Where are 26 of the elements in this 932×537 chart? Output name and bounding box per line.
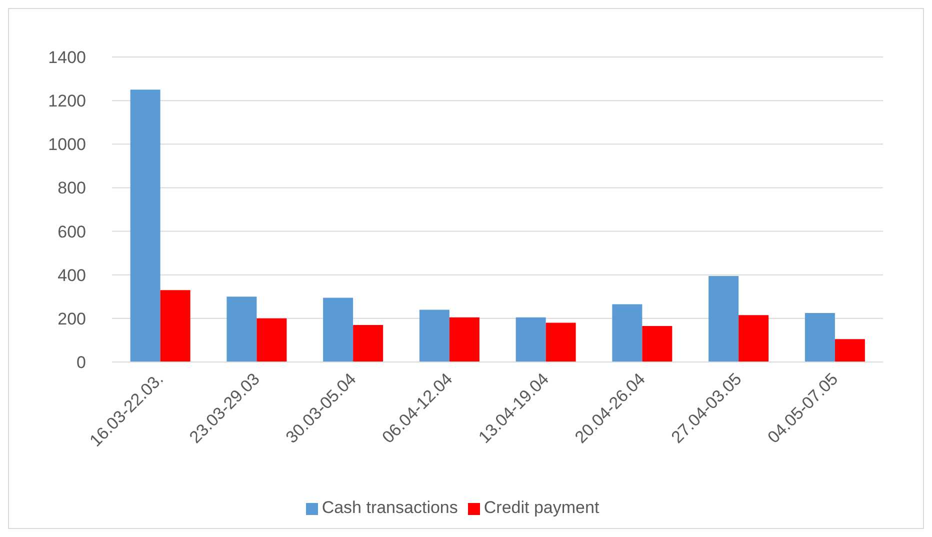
y-tick-label: 800 <box>58 178 86 198</box>
bar <box>256 318 287 362</box>
y-tick-label: 0 <box>76 353 86 372</box>
y-tick-label: 200 <box>58 309 86 328</box>
y-tick-label: 1000 <box>48 135 86 154</box>
bar <box>226 296 257 362</box>
y-tick-label: 600 <box>58 222 86 242</box>
y-tick-label: 400 <box>58 266 86 285</box>
bar <box>708 276 739 362</box>
bar <box>516 317 546 362</box>
bar <box>834 339 865 362</box>
y-tick-label: 1200 <box>48 92 86 111</box>
bar <box>738 315 769 362</box>
bar <box>612 304 642 362</box>
bar <box>130 90 160 362</box>
bar <box>353 324 384 362</box>
bar <box>419 310 450 362</box>
bar <box>546 322 576 362</box>
bar <box>449 317 480 362</box>
y-tick-label: 1400 <box>48 48 86 68</box>
bar <box>323 298 354 362</box>
legend-label: Credit payment <box>484 498 600 517</box>
bar <box>642 326 672 362</box>
bar <box>160 290 190 362</box>
legend-label: Cash transactions <box>322 498 458 517</box>
bar <box>804 312 835 362</box>
